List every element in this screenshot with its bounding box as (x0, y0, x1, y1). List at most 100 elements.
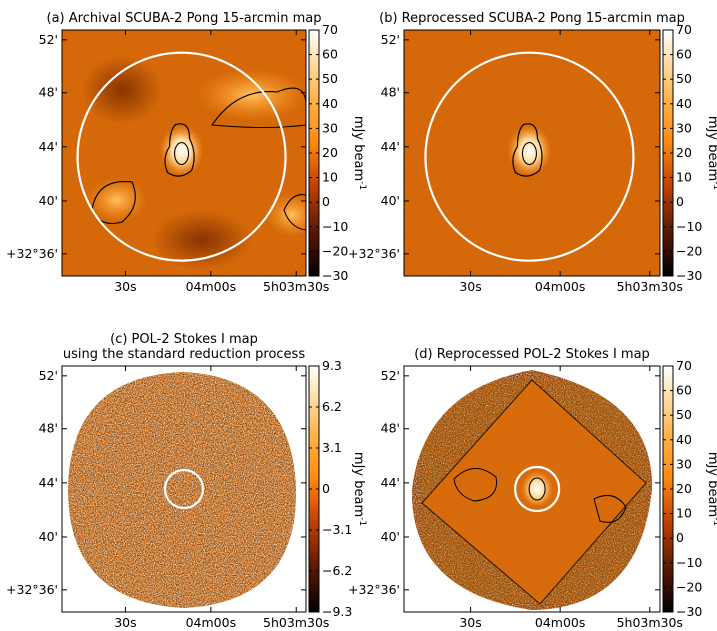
y-tick-label: 40' (39, 193, 58, 208)
colorbar-unit-label: mJy beam-1 (705, 452, 717, 526)
colorbar-tick-label: 60 (322, 47, 338, 62)
y-tick-label: 52' (39, 32, 58, 47)
colorbar-unit-label: mJy beam-1 (705, 116, 717, 190)
x-tick-label: 04m00s (535, 279, 586, 294)
axes-frame (61, 29, 307, 277)
source-contour (164, 123, 195, 177)
source-contour (528, 477, 546, 501)
colorbar-tick-label: 0 (676, 194, 684, 209)
colorbar-tick-label: −20 (676, 243, 702, 258)
bright-region (197, 69, 306, 121)
y-tick-label: 40' (39, 529, 58, 544)
contour (283, 194, 306, 231)
y-tick-label: 44' (381, 139, 400, 154)
colorbar-tick-label: 10 (676, 506, 692, 521)
central-source (521, 471, 554, 507)
colorbar-tick-label: −30 (676, 268, 702, 283)
colorbar-tick-label: 40 (676, 432, 692, 447)
axes-frame (61, 365, 307, 613)
x-tick-label: 30s (114, 279, 136, 294)
panel-title: using the standard reduction process (63, 347, 305, 362)
y-tick-label: 52' (381, 368, 400, 383)
contour (211, 87, 306, 129)
unit-text: mJy beam (705, 116, 717, 181)
colorbar-tick-label: 30 (676, 120, 692, 135)
contour (453, 468, 498, 502)
colorbar-tick-label: 30 (676, 456, 692, 471)
y-tick-label: 40' (381, 529, 400, 544)
colorbar-tick-label: 10 (676, 170, 692, 185)
x-tick-label: 30s (114, 615, 136, 630)
x-tick-label: 04m00s (186, 279, 237, 294)
y-tick-label: 44' (39, 139, 58, 154)
y-tick-label: 40' (381, 193, 400, 208)
region-circle (163, 468, 205, 510)
dark-region (152, 210, 252, 270)
colorbar-tick-label: 50 (676, 407, 692, 422)
colorbar-tick-label: 9.3 (322, 358, 342, 373)
panel-title: (c) POL-2 Stokes I map (110, 332, 258, 347)
colorbar-tick-label: −20 (676, 579, 702, 594)
y-tick-label: 48' (39, 85, 58, 100)
region-circle (424, 51, 635, 262)
colorbar-tick-label: 70 (676, 22, 692, 37)
contour (91, 181, 136, 225)
colorbar-tick-label: 60 (676, 383, 692, 398)
y-tick-label: +32°36' (348, 582, 400, 597)
unit-exponent: -1 (357, 517, 367, 526)
x-tick-label: 30s (459, 615, 481, 630)
x-tick-label: 04m00s (535, 615, 586, 630)
map-image (62, 30, 306, 276)
colorbar-unit-label: mJy beam-1 (351, 452, 367, 526)
y-tick-label: 48' (381, 85, 400, 100)
source-inner-contour (521, 141, 537, 166)
colorbar-tick-label: −10 (322, 219, 348, 234)
dark-region (82, 56, 162, 124)
colorbar-tick-label: 60 (676, 47, 692, 62)
panel-title: (d) Reprocessed POL-2 Stokes I map (414, 347, 650, 362)
unit-exponent: -1 (357, 181, 367, 190)
colorbar-tick-label: 70 (322, 22, 338, 37)
map-disk (68, 372, 297, 608)
colorbar-tick-label: 6.2 (322, 399, 342, 414)
colorbar-tick-label: 50 (676, 71, 692, 86)
x-tick-label: 30s (459, 279, 481, 294)
light-speckle (68, 372, 297, 608)
colorbar-tick-label: −10 (676, 555, 702, 570)
unit-exponent: -1 (711, 181, 717, 190)
panel-pol2_reprocessed: (d) Reprocessed POL-2 Stokes I map 52' 48'… (348, 347, 717, 630)
colorbar-tick-label: 20 (322, 145, 338, 160)
y-tick-label: +32°36' (6, 246, 58, 261)
unit-text: mJy beam (351, 116, 366, 181)
colorbar-tick-label: −3.1 (322, 522, 352, 537)
colorbar-tick-label: 30 (322, 120, 338, 135)
y-tick-label: 48' (39, 421, 58, 436)
panel-archival: (a) Archival SCUBA-2 Pong 15-arcmin map 5… (6, 11, 367, 294)
colorbar-tick-label: −30 (322, 268, 348, 283)
colorbar-unit-label: mJy beam-1 (351, 116, 367, 190)
colorbar-tick-label: 20 (676, 145, 692, 160)
colorbar-tick-label: −10 (676, 219, 702, 234)
y-tick-label: 44' (39, 475, 58, 490)
y-tick-label: 52' (381, 32, 400, 47)
y-tick-label: 52' (39, 368, 58, 383)
y-tick-label: +32°36' (348, 246, 400, 261)
panel-title: (b) Reprocessed SCUBA-2 Pong 15-arcmin m… (379, 11, 685, 26)
panel-title: (a) Archival SCUBA-2 Pong 15-arcmin map (47, 11, 322, 26)
source-inner-contour (174, 141, 190, 166)
colorbar-tick-label: 3.1 (322, 440, 342, 455)
unit-text: mJy beam (705, 452, 717, 517)
colorbar-tick-label: 0 (322, 194, 330, 209)
colorbar-tick-label: −20 (322, 243, 348, 258)
y-tick-label: 44' (381, 475, 400, 490)
x-tick-label: 5h03m30s (263, 279, 329, 294)
axes-frame (403, 365, 661, 613)
colorbar-tick-label: 50 (322, 71, 338, 86)
panel-reprocessed: (b) Reprocessed SCUBA-2 Pong 15-arcmin m… (348, 11, 717, 294)
x-tick-label: 5h03m30s (617, 615, 683, 630)
colorbar-tick-label: −30 (676, 604, 702, 619)
colorbar-tick-label: 20 (676, 481, 692, 496)
unit-exponent: -1 (711, 517, 717, 526)
map-image (404, 366, 660, 612)
